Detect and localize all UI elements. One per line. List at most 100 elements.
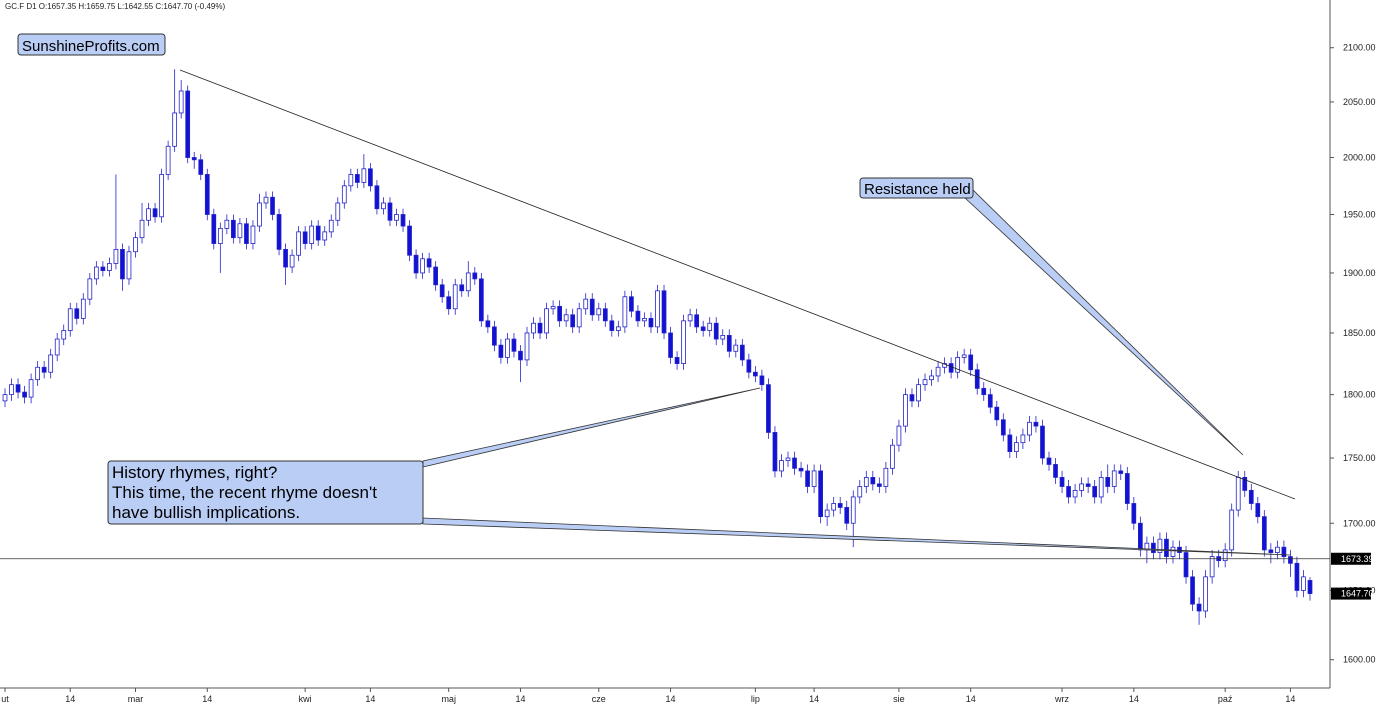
candle-body — [1098, 476, 1104, 498]
candle-body — [563, 314, 569, 322]
y-tick-label: 1950.00 — [1343, 209, 1376, 219]
x-tick-label: 14 — [202, 694, 212, 704]
candle-body — [557, 305, 562, 322]
x-tick-label: 14 — [809, 694, 819, 704]
y-tick-label: 1800.00 — [1343, 390, 1376, 400]
candle-body — [1294, 562, 1300, 591]
candle-body — [93, 266, 99, 280]
candle-body — [681, 320, 686, 364]
candle-body — [87, 278, 93, 300]
candle-body — [100, 266, 106, 271]
candle-body — [231, 219, 236, 239]
candle-body — [61, 330, 67, 340]
x-tick-label: cze — [592, 694, 606, 704]
candle-body — [1092, 486, 1098, 498]
candle-body — [289, 254, 295, 268]
candle-body — [544, 308, 549, 334]
candle-body — [531, 322, 536, 334]
candle-body — [622, 296, 628, 328]
candle-body — [120, 248, 125, 280]
candle-body — [700, 326, 706, 331]
candle-body — [1105, 476, 1111, 487]
candle-body — [850, 496, 856, 524]
candle-body — [1203, 576, 1208, 612]
candle-body — [341, 185, 347, 204]
candle-body — [465, 272, 471, 292]
candle-body — [1118, 470, 1124, 474]
candle-body — [113, 248, 119, 264]
candle-body — [890, 444, 895, 469]
price-tag-label: 1647.70 — [1341, 589, 1374, 599]
candle-body — [1072, 490, 1078, 498]
candle-body — [478, 278, 484, 322]
candle-body — [159, 174, 164, 218]
candle-body — [172, 112, 178, 147]
candle-body — [250, 225, 256, 244]
candle-body — [661, 290, 667, 334]
candle-body — [446, 296, 452, 310]
candle-body — [713, 322, 719, 340]
candle-body — [1183, 552, 1189, 578]
candle-body — [792, 457, 797, 469]
candle-body — [570, 314, 576, 328]
axes: 1600.001650.001700.001750.001800.001850.… — [1, 43, 1375, 704]
candle-body — [74, 308, 80, 319]
x-tick-label: 14 — [65, 694, 75, 704]
y-tick-label: 2000.00 — [1343, 153, 1376, 163]
candle-body — [583, 298, 589, 310]
candle-body — [798, 467, 804, 472]
x-tick-label: lip — [751, 694, 760, 704]
candle-body — [968, 354, 974, 371]
candle-body — [276, 214, 282, 250]
candle-body — [831, 503, 837, 511]
candle-body — [165, 145, 171, 175]
candle-body — [785, 457, 791, 461]
callout-box — [859, 177, 974, 199]
candle-body — [1209, 556, 1215, 578]
candle-body — [1111, 470, 1117, 487]
candle-body — [1079, 483, 1084, 491]
candle-body — [374, 185, 380, 210]
candle-body — [315, 225, 321, 241]
candle-body — [1131, 503, 1137, 524]
candles — [2, 69, 1313, 625]
candle-body — [1027, 421, 1032, 436]
candle-body — [648, 318, 654, 328]
annotation: History rhymes, right? — [112, 463, 277, 482]
candle-body — [407, 225, 412, 256]
candle-body — [394, 214, 399, 221]
candle-body — [1307, 580, 1313, 594]
candle-body — [733, 344, 739, 352]
candle-body — [1157, 538, 1163, 553]
candle-body — [759, 375, 765, 386]
candle-body — [1007, 434, 1013, 453]
candle-body — [602, 308, 608, 322]
trend-line — [179, 69, 1296, 500]
candle-body — [857, 486, 863, 498]
candle-body — [152, 208, 158, 218]
candle-body — [1000, 419, 1006, 436]
candle-body — [1170, 546, 1176, 557]
candle-body — [1261, 516, 1267, 551]
candle-body — [1242, 476, 1248, 491]
candle-body — [589, 298, 595, 316]
candle-body — [883, 467, 889, 487]
candle-body — [1040, 425, 1045, 459]
price-tag-label: 1673.39 — [1341, 554, 1374, 564]
candle-body — [361, 168, 367, 183]
x-tick-label: paź — [1218, 694, 1233, 704]
candle-body — [1196, 603, 1202, 612]
candle-body — [629, 296, 634, 312]
candle-body — [28, 379, 34, 398]
candle-body — [1268, 549, 1274, 553]
candle-body — [41, 366, 47, 373]
x-tick-label: 14 — [666, 694, 676, 704]
candle-body — [655, 290, 660, 328]
candle-body — [922, 379, 928, 386]
candle-body — [974, 369, 980, 389]
candle-body — [981, 387, 987, 396]
candle-body — [22, 391, 27, 398]
x-tick-label: ut — [1, 694, 9, 704]
candle-body — [1137, 522, 1143, 551]
candle-body — [15, 384, 21, 393]
